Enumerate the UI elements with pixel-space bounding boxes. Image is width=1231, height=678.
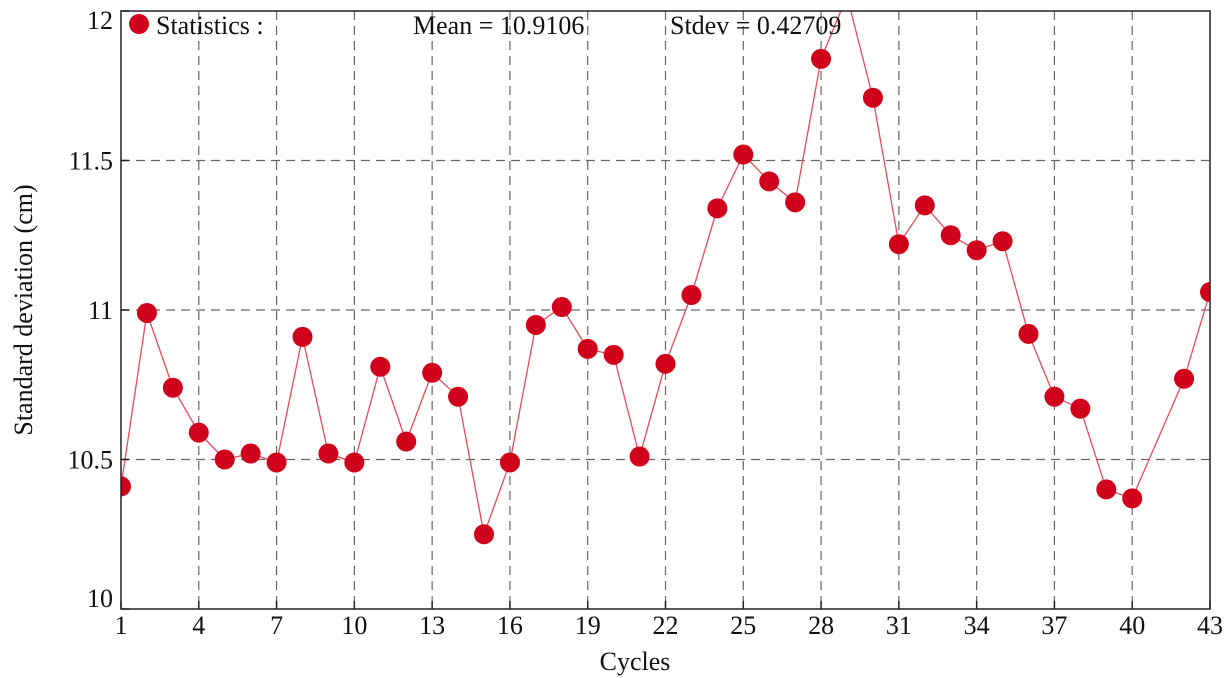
data-point [811, 48, 832, 69]
data-point [681, 285, 702, 306]
data-point [1044, 386, 1065, 407]
data-point [344, 452, 365, 473]
x-tick-label: 40 [1119, 611, 1145, 640]
data-point [240, 443, 261, 464]
data-point [655, 353, 676, 374]
x-tick-label: 1 [115, 611, 128, 640]
legend: Statistics : [129, 11, 264, 40]
data-point [862, 87, 883, 108]
data-point [551, 297, 572, 318]
x-tick-label: 34 [964, 611, 990, 640]
data-point [266, 452, 287, 473]
mean-annotation: Mean = 10.9106 [413, 11, 584, 40]
data-point [1174, 368, 1195, 389]
x-tick-label: 10 [341, 611, 367, 640]
data-point [733, 144, 754, 165]
y-axis-label: Standard deviation (cm) [9, 184, 38, 435]
x-tick-label: 7 [270, 611, 283, 640]
data-point [914, 195, 935, 216]
grid-layer [121, 11, 1210, 609]
data-point [992, 231, 1013, 252]
x-tick-label: 37 [1041, 611, 1067, 640]
y-tick-label: 10.5 [68, 446, 114, 475]
data-point [603, 344, 624, 365]
data-point [577, 338, 598, 359]
data-point [370, 356, 391, 377]
data-point [940, 225, 961, 246]
data-point [1018, 323, 1039, 344]
legend-marker-icon [129, 14, 149, 34]
data-point [121, 476, 131, 497]
data-point [318, 443, 339, 464]
data-point [707, 198, 728, 219]
data-point [136, 302, 157, 323]
y-tick-label: 11.5 [68, 147, 113, 176]
data-point [525, 314, 546, 335]
y-tick-label: 11 [88, 296, 113, 325]
x-tick-label: 22 [653, 611, 679, 640]
x-tick-label: 25 [730, 611, 756, 640]
data-point [966, 240, 987, 261]
data-point [448, 386, 469, 407]
data-point [1070, 398, 1091, 419]
data-point [422, 362, 443, 383]
x-tick-label: 16 [497, 611, 523, 640]
x-tick-label: 13 [419, 611, 445, 640]
x-tick-label: 43 [1197, 611, 1223, 640]
y-tick-label: 10 [87, 584, 113, 613]
data-point [1122, 488, 1143, 509]
data-point [785, 192, 806, 213]
y-tick-label: 12 [87, 6, 113, 35]
legend-label: Statistics : [156, 11, 264, 40]
data-point [759, 171, 780, 192]
x-tick-label: 19 [575, 611, 601, 640]
data-point [1200, 282, 1210, 303]
data-point [214, 449, 235, 470]
series-marker-layer [121, 48, 1210, 545]
data-point [188, 422, 209, 443]
data-point [1096, 479, 1117, 500]
stdev-annotation: Stdev = 0.42709 [670, 11, 841, 40]
data-point [474, 524, 494, 545]
x-tick-label: 31 [886, 611, 912, 640]
x-tick-label: 28 [808, 611, 834, 640]
data-point [396, 431, 417, 452]
data-point [629, 446, 650, 467]
data-point [888, 234, 909, 255]
data-point [162, 377, 183, 398]
data-point [499, 452, 520, 473]
tick-layer: 1 4 7 10 13 16 19 22 25 28 31 34 37 40 43 10 10.5 11 11.5 1… [68, 6, 1224, 640]
data-point [292, 326, 313, 347]
x-axis-label: Cycles [600, 647, 671, 676]
x-tick-label: 4 [192, 611, 205, 640]
